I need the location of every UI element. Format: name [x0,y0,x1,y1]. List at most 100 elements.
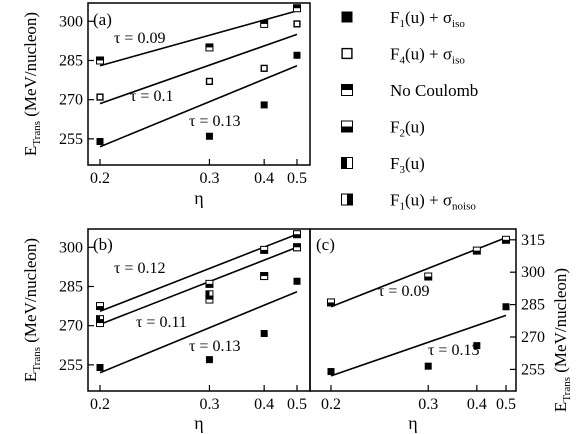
data-point-bottom-half [472,246,481,255]
panel-a-points [96,4,301,145]
legend-marker-left-half [341,157,353,169]
panel-c-label: (c) [316,235,335,254]
y-tick-label: 285 [59,278,83,295]
legend-marker-open [341,47,353,60]
y-tick-label: 300 [59,239,83,256]
data-point-bottom-half [260,245,269,254]
panel-a-x-axis-label: η [194,188,203,208]
panel-a: (a) 255 270 285 300 0.2 0.3 0.4 0.5 τ = 0.09 τ… [21,2,311,208]
data-point-filled [260,330,268,338]
x-tick-label: 0.3 [199,396,219,413]
legend-entry: F1(u) + σnoiso [341,191,476,213]
legend-label: F1(u) + σiso [390,8,465,30]
legend-entry: F4(u) + σiso [341,45,465,67]
panel-a-fit-label-tau-0.13: τ = 0.13 [189,113,240,130]
legend-label: F3(u) [390,154,425,176]
x-tick-label: 0.5 [496,396,516,413]
data-point-bottom-half [205,279,214,288]
legend: F1(u) + σiso F4(u) + σiso No Coulomb F2(u) F… [341,8,478,213]
y-tick-label: 255 [521,361,545,378]
panel-b-label: (b) [93,235,113,254]
x-tick-label: 0.3 [199,170,219,187]
data-point-filled [96,137,104,145]
legend-entry: F2(u) [341,118,425,140]
panel-c: (c) 255 270 285 300 315 0.2 0.3 0.4 0.5 τ = 0.0… [309,228,573,433]
data-point-bottom-half [502,235,510,244]
legend-marker-filled [341,11,353,23]
panel-b-y-axis-label: ETrans (MeV/nucleon) [21,238,43,382]
panel-c-fit-lines [330,236,507,377]
data-point-top-half [260,19,269,28]
y-tick-label: 300 [59,13,83,30]
data-point-bottom-half [424,272,433,281]
y-tick-label: 270 [59,318,83,335]
data-point-filled [205,356,213,364]
legend-entry: F1(u) + σiso [341,8,465,30]
legend-entry: F3(u) [341,154,425,176]
panel-a-fit-label-tau-0.09: τ = 0.09 [114,30,165,47]
y-tick-label: 315 [521,232,545,249]
x-tick-label: 0.2 [90,170,110,187]
legend-marker-bottom-half [341,120,353,133]
data-point-top-half [293,4,301,13]
data-point-top-half [96,319,104,328]
data-point-top-half [293,243,301,252]
panel-c-points [327,235,510,376]
legend-label: No Coulomb [390,81,478,100]
data-point-filled [96,363,104,371]
legend-label: F1(u) + σnoiso [390,191,476,213]
legend-entry: No Coulomb [341,81,478,100]
data-point-open [205,77,214,85]
data-point-filled [473,342,481,350]
panel-b-frame [87,228,311,392]
data-point-open [260,64,268,72]
data-point-filled [502,303,510,311]
panel-c-x-ticks: 0.2 0.3 0.4 0.5 [321,385,516,413]
panel-c-frame [309,228,517,392]
data-point-open [96,93,104,101]
x-tick-label: 0.5 [287,170,307,187]
fit-line [99,64,298,148]
data-point-filled [327,368,335,376]
data-point-top-half [205,43,214,52]
y-tick-label: 285 [521,297,545,314]
panel-a-y-axis-label: ETrans (MeV/nucleon) [21,12,43,156]
legend-label: F2(u) [390,118,425,140]
data-point-filled [260,101,268,109]
x-tick-label: 0.4 [254,170,274,187]
legend-label: F4(u) + σiso [390,45,465,67]
panel-c-fit-label-tau-0.09: τ = 0.09 [378,283,429,300]
y-tick-label: 270 [59,92,83,109]
legend-marker-top-half [341,84,353,96]
fit-line [99,290,298,374]
panel-c-y-ticks: 255 270 285 300 315 [510,232,545,378]
panel-a-frame [87,2,311,166]
y-tick-label: 300 [521,264,545,281]
x-tick-label: 0.2 [321,396,341,413]
panel-a-label: (a) [93,10,112,29]
data-point-filled [424,362,432,370]
y-tick-label: 285 [59,52,83,69]
y-tick-label: 255 [59,131,83,148]
data-point-top-half [260,272,269,281]
panel-b-x-axis-label: η [194,413,203,433]
y-tick-label: 255 [59,357,83,374]
panel-b-x-ticks: 0.2 0.3 0.4 0.5 [90,385,307,413]
data-point-filled [293,277,301,285]
data-point-open [293,20,301,28]
legend-marker-right-half [341,193,353,206]
y-tick-label: 270 [521,329,545,346]
panel-b-fit-label-tau-0.13: τ = 0.13 [189,338,240,355]
fit-line [99,246,298,326]
panel-b-points [96,230,301,371]
x-tick-label: 0.3 [418,396,438,413]
data-point-bottom-half [327,298,335,307]
panel-b-fit-label-tau-0.12: τ = 0.12 [114,260,165,277]
panel-b-fit-label-tau-0.11: τ = 0.11 [136,314,187,331]
data-point-filled [205,132,213,140]
data-point-bottom-half [293,230,301,239]
data-point-top-half [96,56,104,65]
x-tick-label: 0.2 [90,396,110,413]
panel-b: (b) 255 270 285 300 0.2 0.3 0.4 0.5 τ = 0.12 τ… [21,228,311,433]
